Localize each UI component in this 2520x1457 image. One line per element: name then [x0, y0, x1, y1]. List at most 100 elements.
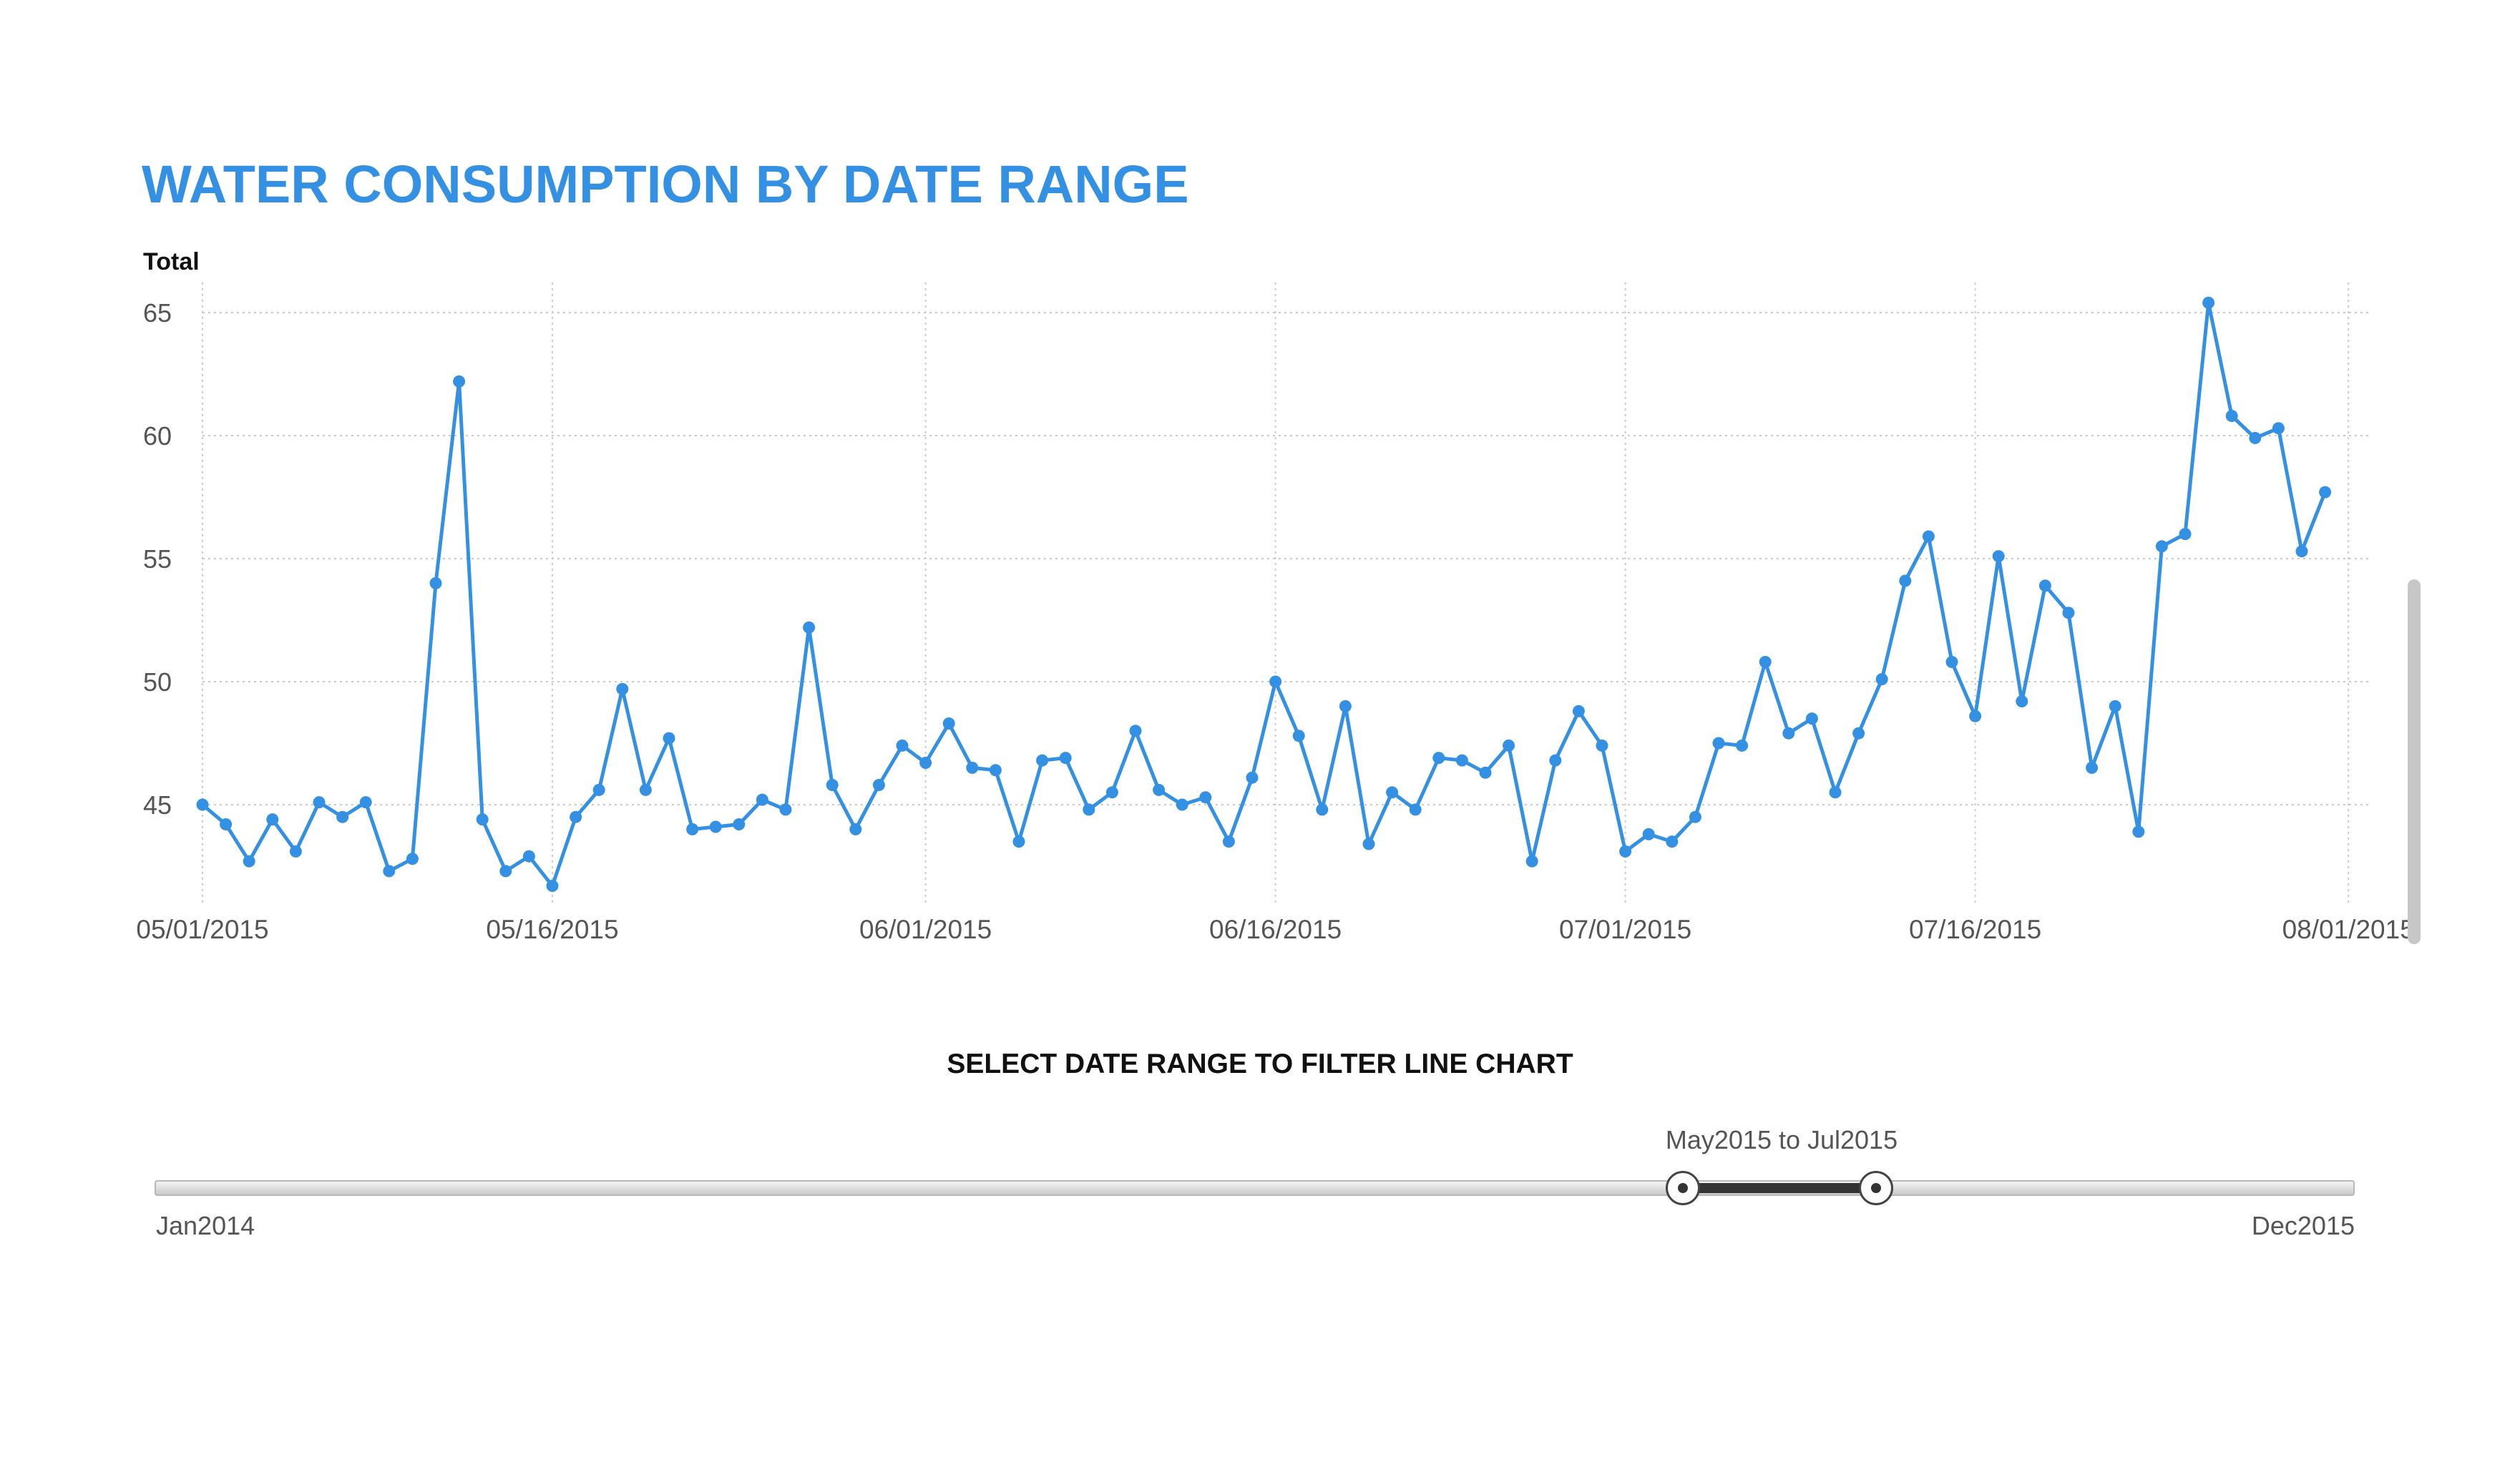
data-point [383, 865, 396, 878]
data-point [1875, 673, 1888, 686]
data-point [1852, 727, 1865, 740]
data-point [849, 823, 862, 835]
x-tick-label: 06/01/2015 [859, 915, 992, 944]
data-point [2319, 486, 2332, 499]
data-point [2086, 761, 2099, 774]
data-point [313, 796, 326, 809]
data-point [1619, 845, 1632, 858]
grid-lines [202, 283, 2368, 905]
slider-min-label: Jan2014 [156, 1211, 255, 1240]
data-point [1992, 550, 2005, 563]
data-point [2272, 422, 2285, 435]
y-tick-label: 50 [143, 667, 172, 697]
series-line-group [201, 300, 2327, 888]
data-point [616, 682, 629, 695]
data-point [1059, 752, 1072, 765]
data-point [966, 761, 979, 774]
data-point [1549, 754, 1562, 767]
data-point [919, 757, 932, 769]
data-point [2155, 540, 2168, 553]
slider-heading: SELECT DATE RANGE TO FILTER LINE CHART [947, 1049, 1573, 1079]
date-range-slider-track[interactable] [155, 1180, 2355, 1196]
data-point [1899, 574, 1912, 587]
data-point [942, 717, 955, 730]
data-point [522, 850, 535, 863]
data-point [1153, 783, 1166, 796]
y-axis-label: Total [143, 248, 200, 275]
data-point [1176, 798, 1188, 811]
data-point [2132, 825, 2145, 838]
data-point [1829, 786, 1842, 799]
series-points [196, 296, 2332, 892]
slider-range-label: May2015 to Jul2015 [1665, 1125, 1898, 1154]
x-tick-label: 05/16/2015 [486, 915, 618, 944]
x-tick-label: 05/01/2015 [136, 915, 268, 944]
data-point [546, 880, 559, 892]
x-tick-label: 07/16/2015 [1909, 915, 2041, 944]
page-title: WATER CONSUMPTION BY DATE RANGE [142, 154, 1189, 214]
data-point [243, 855, 255, 868]
data-point [1199, 791, 1212, 804]
data-point [266, 813, 279, 826]
data-point [1269, 675, 1282, 688]
data-point [639, 783, 652, 796]
data-point [592, 783, 605, 796]
data-point [872, 779, 885, 791]
data-point [336, 810, 349, 823]
data-point [1596, 739, 1608, 752]
data-point [1503, 739, 1515, 752]
data-point [2179, 528, 2192, 541]
data-point [1525, 855, 1538, 868]
data-point [476, 813, 489, 826]
x-tick-label: 07/01/2015 [1559, 915, 1691, 944]
data-point [1782, 727, 1795, 740]
data-point [1083, 803, 1095, 816]
data-point [1409, 803, 1422, 816]
range-end-handle[interactable] [1859, 1171, 1893, 1205]
data-point [2062, 607, 2075, 619]
data-point [2109, 700, 2121, 712]
x-axis-ticks: 05/01/2015 05/16/2015 06/01/2015 06/16/2015… [136, 915, 2414, 944]
range-start-handle[interactable] [1666, 1171, 1700, 1205]
data-point [1292, 730, 1305, 742]
data-point [429, 577, 442, 589]
data-point [896, 739, 909, 752]
y-tick-label: 65 [143, 298, 172, 328]
data-point [989, 764, 1002, 777]
data-point [2202, 296, 2215, 309]
data-point [453, 375, 466, 388]
data-point [1805, 712, 1818, 725]
data-point [2016, 695, 2028, 707]
data-point [1222, 835, 1235, 848]
data-point [686, 823, 699, 835]
y-tick-label: 55 [143, 544, 172, 574]
data-point [1945, 656, 1958, 668]
x-tick-label: 06/16/2015 [1209, 915, 1342, 944]
data-point [2225, 410, 2238, 422]
data-point [2249, 431, 2262, 444]
data-point [1712, 737, 1725, 750]
data-point [709, 820, 722, 833]
series-line [201, 300, 2327, 888]
data-point [2295, 545, 2308, 558]
data-point [1922, 530, 1935, 543]
data-point [1246, 771, 1259, 784]
x-tick-label: 08/01/2015 [2282, 915, 2415, 944]
data-point [1689, 810, 1701, 823]
vertical-scrollbar[interactable] [2408, 579, 2421, 944]
data-point [220, 818, 233, 830]
data-point [779, 803, 792, 816]
y-tick-label: 60 [143, 421, 172, 451]
data-point [289, 845, 302, 858]
data-point [1012, 835, 1025, 848]
y-axis-ticks: 45 50 55 60 65 [143, 298, 172, 820]
data-point [803, 621, 816, 634]
data-point [1036, 754, 1049, 767]
data-point [1479, 766, 1492, 779]
data-point [1362, 838, 1375, 850]
data-point [196, 798, 209, 811]
line-chart: Total 45 50 55 60 65 05/01/2015 05/16/2015 06/… [136, 248, 2414, 944]
data-point [756, 793, 768, 806]
data-point [1736, 739, 1749, 752]
data-point [1642, 828, 1655, 840]
